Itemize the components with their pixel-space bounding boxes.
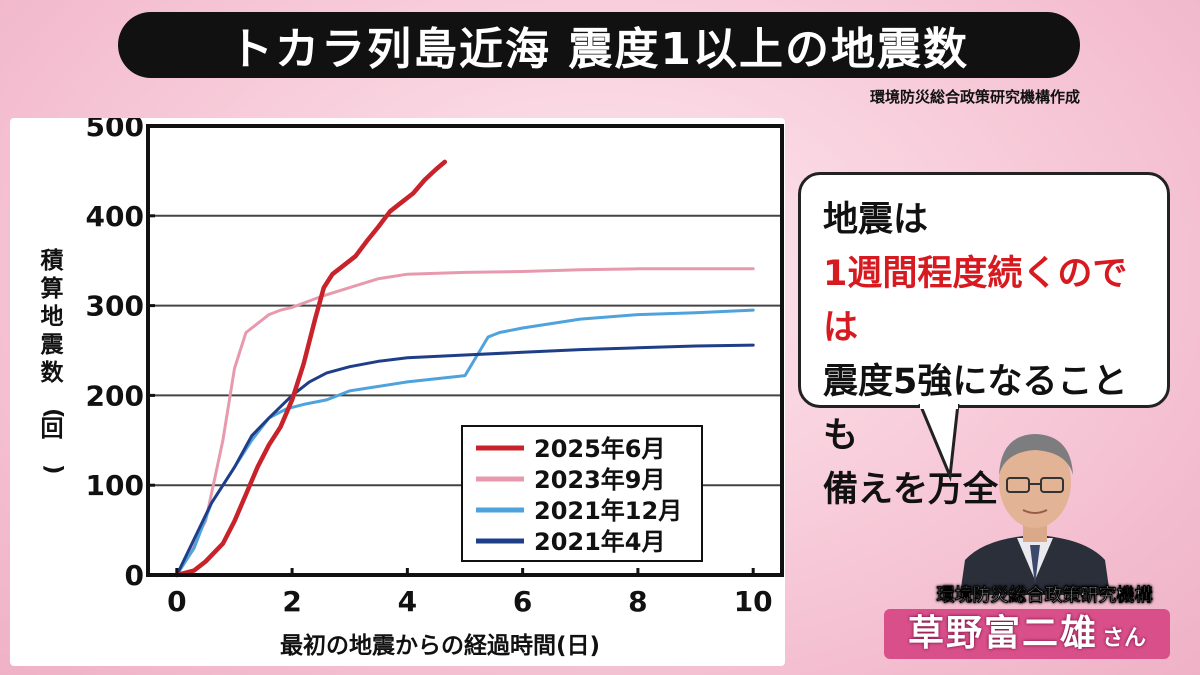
x-tick-label: 2 xyxy=(282,585,301,618)
legend-label: 2021年4月 xyxy=(534,528,666,556)
bubble-line-1: 地震は xyxy=(823,200,929,240)
speaker-name-plate: 草野富二雄 さん xyxy=(884,609,1170,659)
x-axis-label: 最初の地震からの経過時間(日) xyxy=(280,632,600,659)
page-title-text: トカラ列島近海 震度1以上の地震数 xyxy=(229,24,969,75)
y-tick-label: 400 xyxy=(86,200,144,233)
x-tick-label: 0 xyxy=(167,585,186,618)
y-axis-label-char: 数 xyxy=(41,360,65,386)
bubble-line-3: 震度5強になることも xyxy=(823,362,1128,456)
series-layer xyxy=(174,159,755,578)
bubble-line-2: 1週間程度続くのでは xyxy=(823,254,1128,348)
x-tick-label: 4 xyxy=(398,585,417,618)
speaker-name: 草野富二雄 xyxy=(907,613,1098,654)
x-tick-label: 8 xyxy=(628,585,647,618)
speaker-honorific: さん xyxy=(1102,626,1147,651)
y-axis-label-char: 積 xyxy=(41,248,65,274)
legend-label: 2021年12月 xyxy=(534,497,682,525)
legend-label: 2025年6月 xyxy=(534,435,666,463)
y-axis-label-char: ( xyxy=(41,408,67,419)
chart-panel: 0 100 200 300 400 500 0 2 4 6 8 10 最初の地震からの経過時間(日) … xyxy=(10,118,785,666)
y-axis-label-char: 震 xyxy=(41,332,65,358)
tick-layer: 0 100 200 300 400 500 0 2 4 6 8 10 xyxy=(86,118,773,618)
bubble-tail xyxy=(918,404,960,482)
x-tick-label: 10 xyxy=(734,585,773,618)
y-tick-label: 500 xyxy=(86,118,144,143)
series-line-4 xyxy=(175,343,755,577)
series-line-1 xyxy=(174,159,448,578)
bubble-line-4: 備えを万全に xyxy=(823,470,1034,510)
chart-legend: 2025年6月 2023年9月 2021年12月 2021年4月 xyxy=(461,425,703,562)
speaker-portrait xyxy=(960,434,1110,595)
y-tick-label: 100 xyxy=(86,469,144,502)
y-axis-label: 積算地震数 (回) xyxy=(41,248,67,475)
y-tick-label: 0 xyxy=(125,559,144,592)
series-line-2 xyxy=(175,267,755,577)
x-tick-label: 6 xyxy=(513,585,532,618)
speaker-affiliation: 環境防災総合政策研究機構 xyxy=(936,585,1153,606)
source-credit: 環境防災総合政策研究機構作成 xyxy=(869,88,1080,106)
plot-frame xyxy=(146,124,784,577)
y-tick-label: 300 xyxy=(86,290,144,323)
y-tick-label: 200 xyxy=(86,379,144,412)
legend-label: 2023年9月 xyxy=(534,466,666,494)
y-axis-label-char: 算 xyxy=(41,275,64,302)
page-title: トカラ列島近海 震度1以上の地震数 xyxy=(118,12,1080,78)
y-axis-label-char: ) xyxy=(41,464,67,475)
y-axis-label-char: 回 xyxy=(41,416,64,442)
speech-bubble: 地震は 1週間程度続くのでは 震度5強になることも 備えを万全に xyxy=(798,172,1170,510)
y-axis-label-char: 地 xyxy=(41,304,64,330)
